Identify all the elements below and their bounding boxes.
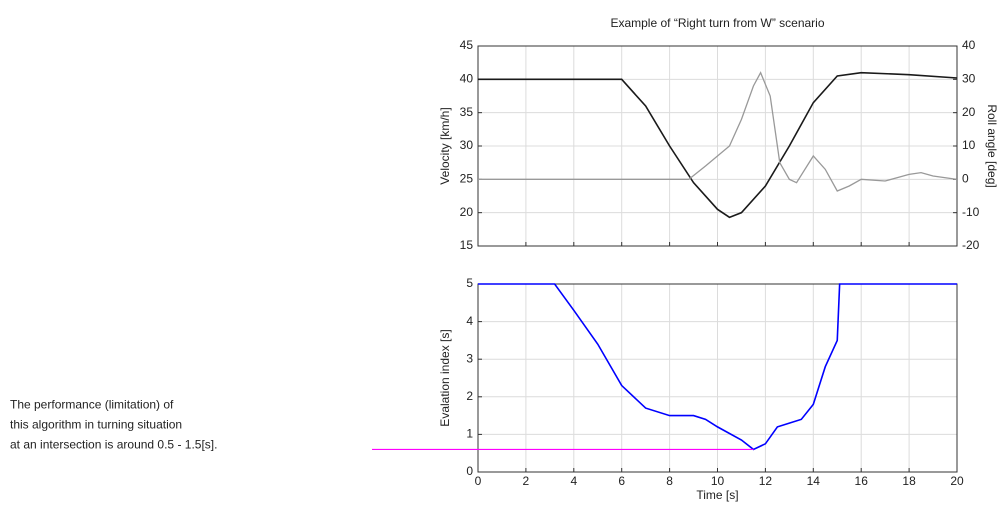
y2-tick-label: 40 [962,38,976,52]
annotation-text: this algorithm in turning situation [10,418,182,432]
x-tick-label: 0 [475,474,482,488]
y2-tick-label: -20 [962,238,980,252]
chart-title: Example of “Right turn from W” scenario [610,16,824,30]
y2-axis-label: Roll angle [deg] [985,104,999,187]
y2-tick-label: 10 [962,138,976,152]
y-tick-label: 4 [466,314,473,328]
x-tick-label: 18 [902,474,916,488]
x-tick-label: 2 [523,474,530,488]
x-axis-label: Time [s] [696,488,738,502]
y-tick-label: 5 [466,276,473,290]
series-line [478,71,958,219]
plot-frame [477,45,958,247]
y-tick-label: 45 [460,38,474,52]
x-tick-label: 16 [855,474,869,488]
series-line [478,283,957,451]
y-tick-label: 20 [460,205,474,219]
plot-frame [477,283,958,473]
y-tick-label: 25 [460,172,474,186]
y-tick-label: 3 [466,351,473,365]
y-tick-label: 35 [460,105,474,119]
y2-tick-label: 20 [962,105,976,119]
y-tick-label: 40 [460,72,474,86]
y-axis-label: Evalation index [s] [438,329,452,426]
x-tick-label: 4 [570,474,577,488]
y-tick-label: 15 [460,238,474,252]
x-tick-label: 20 [950,474,964,488]
series-line [478,71,958,192]
y2-tick-label: 0 [962,172,969,186]
y-tick-label: 1 [466,427,473,441]
y-axis-label: Velocity [km/h] [438,107,452,184]
y-tick-label: 30 [460,138,474,152]
y-tick-label: 0 [466,464,473,478]
x-tick-label: 12 [759,474,773,488]
y2-tick-label: 30 [962,72,976,86]
x-tick-label: 14 [807,474,821,488]
y2-tick-label: -10 [962,205,980,219]
x-tick-label: 10 [711,474,725,488]
annotation-text: at an intersection is around 0.5 - 1.5[s… [10,438,217,452]
x-tick-label: 8 [666,474,673,488]
y-tick-label: 2 [466,389,473,403]
annotation-text: The performance (limitation) of [10,398,174,412]
x-tick-label: 6 [618,474,625,488]
